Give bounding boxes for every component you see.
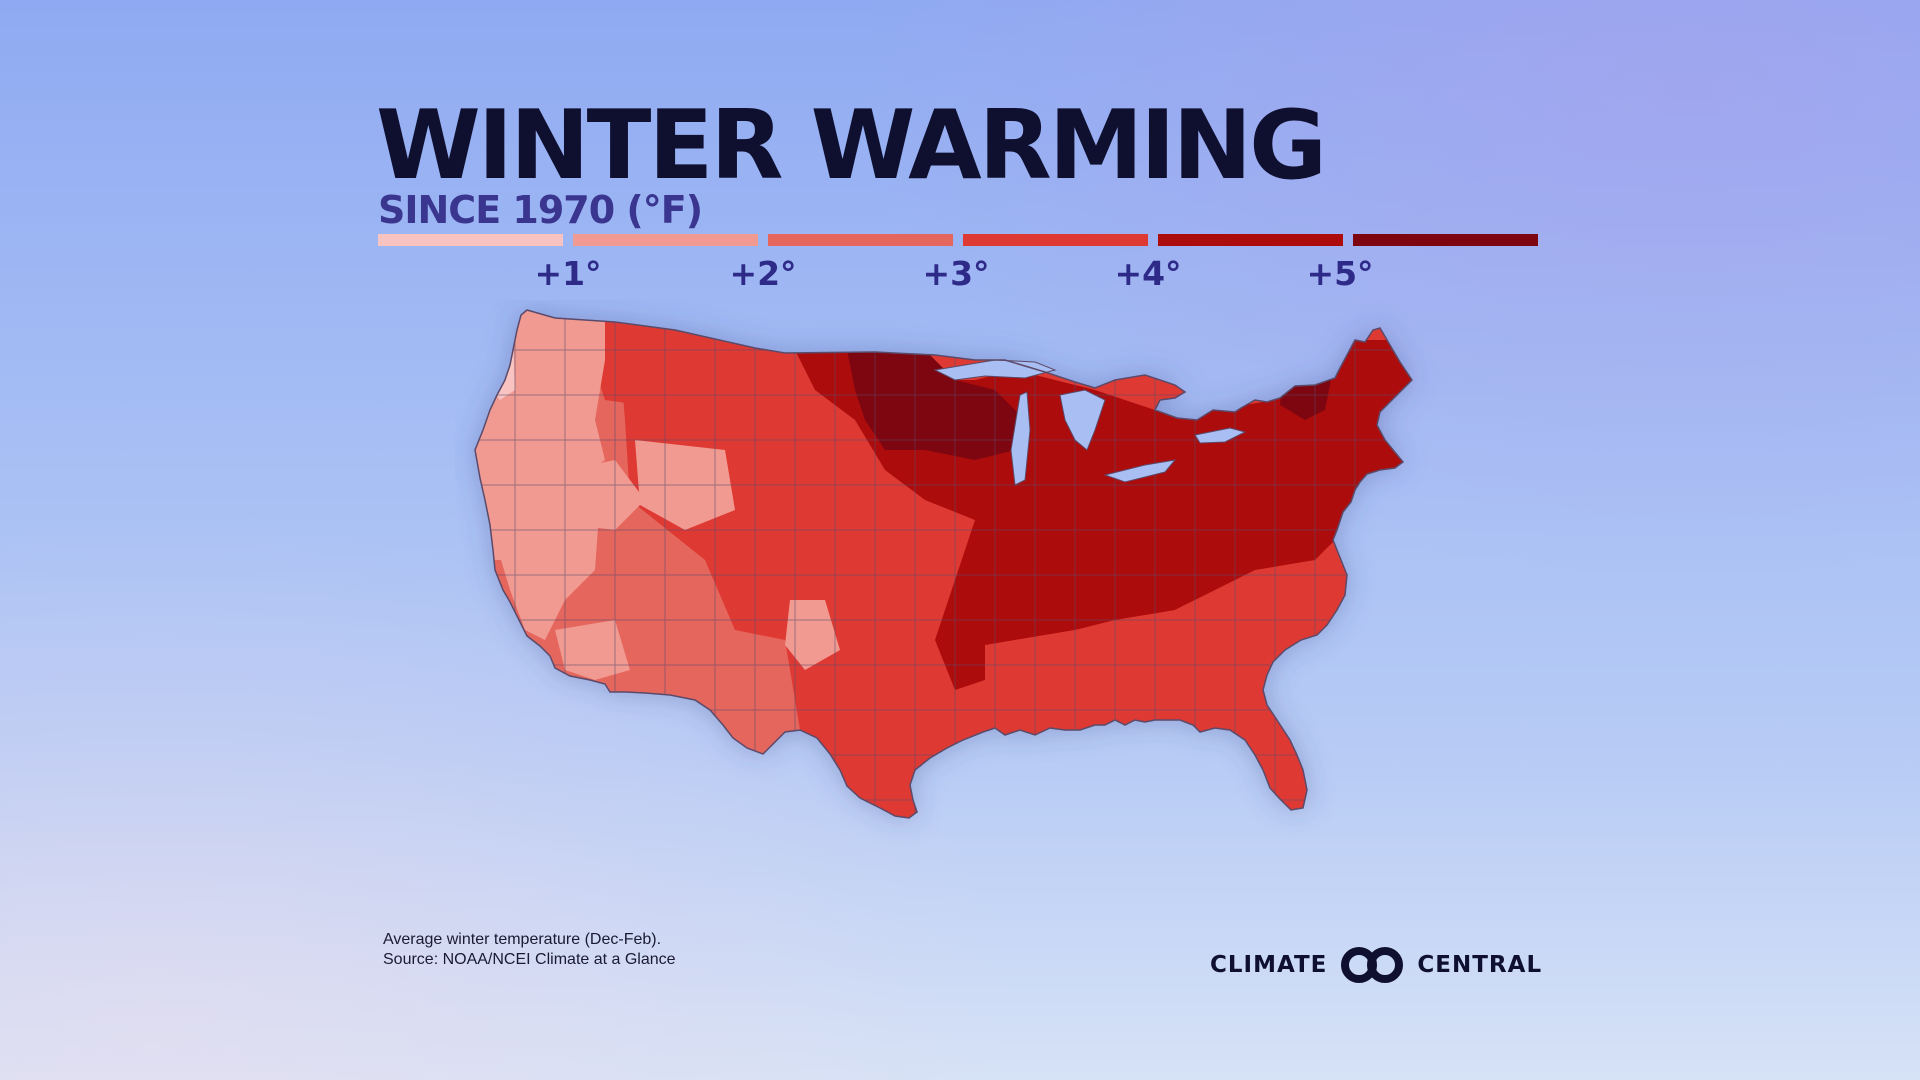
climate-central-logo: CLIMATE CENTRAL (1210, 944, 1542, 986)
source-note: Average winter temperature (Dec-Feb). So… (383, 930, 676, 970)
legend-swatch-5 (1158, 234, 1343, 246)
legend-swatch-3 (768, 234, 953, 246)
legend-swatch-2 (573, 234, 758, 246)
logo-word-right: CENTRAL (1417, 952, 1543, 978)
legend-tick-4: +4° (1114, 254, 1182, 293)
legend-swatch-6 (1353, 234, 1538, 246)
two-interlocked-rings-icon (1341, 947, 1404, 983)
legend-tick-2: +2° (729, 254, 797, 293)
legend-tick-5: +5° (1306, 254, 1374, 293)
legend-swatch-4 (963, 234, 1148, 246)
color-legend: +1° +2° +3° +4° +5° (378, 234, 1538, 294)
great-lakes (933, 359, 1247, 486)
page-subtitle: SINCE 1970 (°F) (378, 188, 703, 232)
note-line-2: Source: NOAA/NCEI Climate at a Glance (383, 951, 676, 968)
logo-word-left: CLIMATE (1210, 952, 1328, 978)
us-warming-map (474, 309, 1413, 819)
note-line-1: Average winter temperature (Dec-Feb). (383, 931, 662, 948)
legend-swatch-1 (378, 234, 563, 246)
legend-tick-3: +3° (922, 254, 990, 293)
legend-tick-1: +1° (534, 254, 602, 293)
page-title: WINTER WARMING (376, 91, 1327, 201)
